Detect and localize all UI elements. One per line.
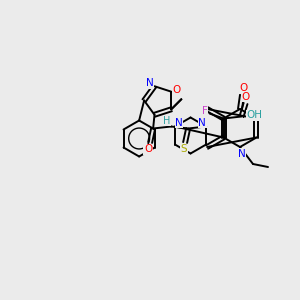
Text: OH: OH xyxy=(247,110,262,121)
Text: N: N xyxy=(198,118,206,128)
Text: N: N xyxy=(146,78,153,88)
Text: O: O xyxy=(172,85,180,95)
Text: O: O xyxy=(242,92,250,101)
Text: F: F xyxy=(202,106,208,116)
Text: O: O xyxy=(144,145,152,154)
Text: N: N xyxy=(175,118,183,128)
Text: H: H xyxy=(164,116,171,125)
Text: O: O xyxy=(239,83,247,93)
Text: S: S xyxy=(181,145,188,154)
Text: N: N xyxy=(238,149,246,159)
